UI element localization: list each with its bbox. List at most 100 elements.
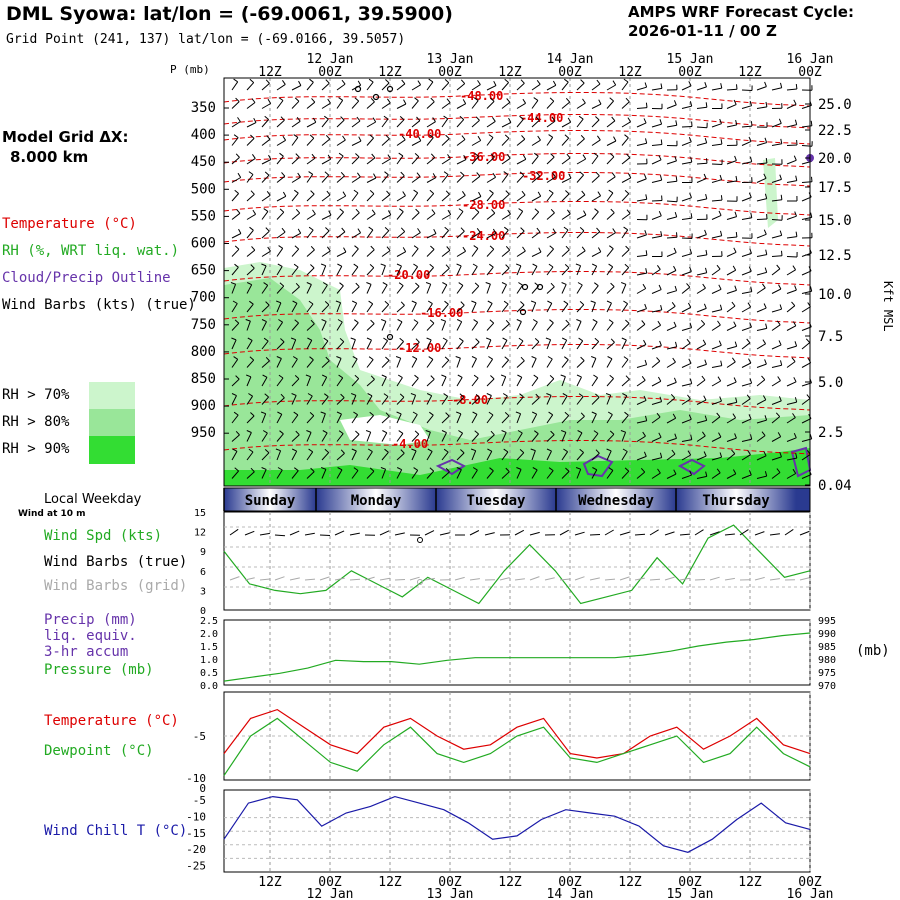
wind-barb	[681, 286, 691, 294]
wind-barb	[636, 308, 647, 313]
wind-barb	[426, 322, 435, 331]
calm-wind-marker	[519, 308, 527, 316]
wind-barb-flag	[444, 226, 449, 231]
legend-precip: Precip (mm)	[44, 612, 137, 628]
wind-speed-line	[223, 524, 811, 605]
wind-barb	[741, 196, 752, 202]
wind-barb	[576, 230, 585, 239]
wind-barb	[426, 233, 437, 239]
wind-barb	[441, 376, 447, 387]
wind-barb-flag	[326, 246, 331, 252]
wind-barb-flag	[608, 245, 614, 250]
wind-barb	[561, 415, 570, 424]
wind-barb-flag	[320, 263, 326, 267]
wind-barb-flag	[340, 116, 345, 121]
wind-barb	[501, 451, 509, 461]
wind-barb-flag	[397, 319, 403, 323]
wind-barb-flag	[764, 471, 768, 477]
wind-barb	[306, 137, 315, 146]
wind-barb-flag	[413, 245, 419, 250]
wind-barb	[651, 215, 662, 220]
wind-barb	[246, 303, 254, 313]
wind-barb	[606, 395, 612, 405]
wind-barb-flag	[322, 282, 328, 286]
wind-barb-flag	[720, 139, 723, 145]
wind-barb-flag	[748, 192, 752, 198]
wind-barb	[741, 454, 751, 461]
temperature-contour-label: -36.00	[462, 150, 505, 164]
grid-wind-barb	[604, 578, 616, 581]
wind-barb-flag	[780, 82, 783, 88]
wind-barb-flag	[520, 79, 525, 84]
true-wind-barb	[349, 532, 360, 536]
wind-barb	[381, 118, 389, 128]
wind-barb	[501, 359, 509, 368]
wind-barb	[561, 101, 571, 109]
wind-barb-flag	[444, 300, 449, 305]
wind-barb	[231, 339, 237, 350]
wind-barb	[381, 214, 392, 220]
wind-barb	[321, 118, 329, 128]
wind-barb	[561, 303, 569, 313]
wind-barb	[261, 250, 271, 257]
wind-barb	[651, 235, 662, 239]
wind-barb	[711, 214, 722, 220]
wind-barb-flag	[402, 247, 407, 252]
wind-barb	[411, 414, 418, 424]
wind-barb-flag	[762, 395, 767, 401]
wind-barb	[576, 102, 586, 109]
wind-barb-flag	[327, 154, 332, 160]
weekday-label: Sunday	[245, 493, 296, 509]
bottom-time-label: 12Z	[378, 875, 402, 890]
wind-barb	[336, 211, 344, 220]
wind-barb	[651, 345, 662, 350]
pressure-panel-frame	[223, 619, 811, 686]
true-wind-barb	[379, 530, 390, 536]
top-date-label: 15 Jan	[667, 52, 714, 67]
wind-barb	[471, 196, 482, 202]
wind-barb	[561, 376, 566, 387]
wind-barb-flag	[264, 115, 269, 120]
wind-barb	[471, 322, 479, 331]
wind-barb-flag	[672, 413, 677, 419]
precip-tick-label: 2.0	[200, 629, 218, 640]
wind-barb-flag	[234, 467, 239, 472]
wind-barb	[786, 289, 797, 294]
wind-barb-flag	[292, 356, 298, 360]
wind-barb-flag	[794, 285, 797, 291]
wind-barb-flag	[233, 78, 238, 83]
wind-barb	[411, 120, 421, 128]
wind-barb-flag	[704, 359, 707, 365]
temperature-contour	[223, 440, 811, 455]
wind-barb-flag	[295, 153, 300, 158]
wind-barb	[261, 83, 270, 91]
wind-barb-flag	[265, 301, 270, 306]
bottom-time-label: 12Z	[498, 875, 522, 890]
wind-barb	[621, 414, 629, 424]
wind-barb-flag	[612, 80, 617, 86]
wind-barb	[756, 218, 768, 220]
grid-wind-barb	[274, 576, 285, 581]
wind-barb	[711, 143, 722, 146]
wind-barb	[276, 469, 283, 479]
pressure-tick-label: 900	[191, 398, 216, 414]
wind-barb-flag	[384, 227, 390, 232]
wind-barb	[426, 81, 434, 91]
wind-barb-flag	[673, 100, 677, 106]
wind-barb	[306, 432, 312, 442]
wind-barb	[381, 230, 390, 239]
wind-barb	[591, 103, 602, 109]
bottom-time-label: 12Z	[738, 875, 762, 890]
wind-barb	[321, 469, 327, 479]
model-grid-label: Model Grid ΔX:	[2, 128, 129, 146]
wind-barb-flag	[276, 300, 282, 304]
wind-barb-flag	[761, 283, 766, 289]
wind-barb-flag	[642, 283, 647, 289]
wind-barb-flag	[746, 394, 751, 400]
wind-barb	[501, 323, 510, 331]
wind-barb	[516, 321, 522, 331]
wind-barb	[366, 249, 375, 257]
wind-speed-tick-label: 9	[200, 547, 206, 558]
bottom-time-label: 00Z	[438, 875, 462, 890]
legend-pressure: Pressure (mb)	[44, 662, 154, 678]
